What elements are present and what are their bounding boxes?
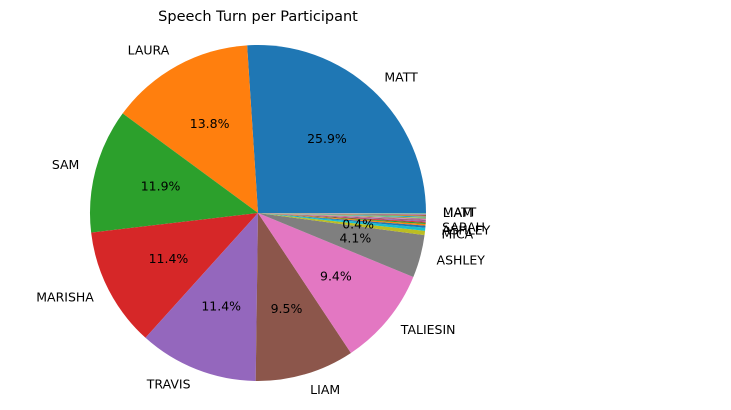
pie-slice xyxy=(258,213,426,216)
pie-slices xyxy=(89,44,426,381)
pie-slice xyxy=(258,213,426,216)
slice-percent-label: 4.1% xyxy=(339,231,371,246)
slice-percent-label: 11.4% xyxy=(201,298,241,313)
pie-slice xyxy=(258,213,426,221)
pie-slice xyxy=(258,213,426,214)
slice-labels: 25.9% MATT 13.8% LAURA 11.9% SAM 11.4% MARISHA 1… xyxy=(36,42,490,396)
pie-slice xyxy=(122,45,258,214)
pie-slice xyxy=(89,113,258,233)
pie-slice xyxy=(258,213,426,222)
pie-slice xyxy=(258,213,426,225)
slice-percent-label: 13.8% xyxy=(190,116,230,131)
pie-slice xyxy=(258,213,426,220)
pie-slice xyxy=(145,213,258,381)
slice-percent-label: 11.9% xyxy=(141,179,181,194)
pie-slice xyxy=(258,213,426,218)
slice-name-label: MATT xyxy=(384,70,418,85)
slice-name-label: ASHLEY xyxy=(442,222,491,237)
slice-name-label: LIAM xyxy=(443,205,473,220)
slice-name-label: MICA xyxy=(441,227,473,242)
slice-name-label: MARISHA xyxy=(36,289,94,304)
pie-slice xyxy=(258,213,425,278)
pie-slice xyxy=(258,213,426,217)
chart-title: Speech Turn per Participant xyxy=(158,9,358,25)
slice-name-label: LAURA xyxy=(128,42,170,57)
pie-slice xyxy=(255,213,351,381)
slice-percent-label: 25.9% xyxy=(307,131,347,146)
slice-percent-label: 11.4% xyxy=(149,251,189,266)
pie-slice xyxy=(258,213,426,226)
pie-slice xyxy=(258,213,426,215)
pie-slice xyxy=(258,213,426,217)
pie-slice xyxy=(258,213,426,219)
pie-slice xyxy=(258,213,426,215)
slice-name-label: TRAVIS xyxy=(146,377,191,392)
pie-slice xyxy=(247,44,426,214)
slice-name-label: TALIESIN xyxy=(400,322,456,337)
slice-percent-label: 0.4% xyxy=(342,217,374,232)
slice-name-label: LIAM xyxy=(310,382,340,397)
pie-slice xyxy=(258,213,426,228)
pie-slice xyxy=(258,213,426,223)
slice-name-label: ASHLEY xyxy=(437,252,486,267)
pie-slice xyxy=(258,213,426,219)
slice-name-label: SARAH xyxy=(442,220,485,235)
pie-slice xyxy=(258,213,426,214)
slice-percent-label: 9.5% xyxy=(271,301,303,316)
pie-slice xyxy=(258,213,426,216)
pie-slice xyxy=(91,213,258,338)
pie-slice xyxy=(258,213,414,353)
pie-slice xyxy=(258,213,426,231)
slice-percent-label: 9.4% xyxy=(320,268,352,283)
slice-name-label: MATT xyxy=(443,205,477,220)
pie-slice xyxy=(258,213,426,236)
slice-name-label: SAM xyxy=(52,157,80,172)
